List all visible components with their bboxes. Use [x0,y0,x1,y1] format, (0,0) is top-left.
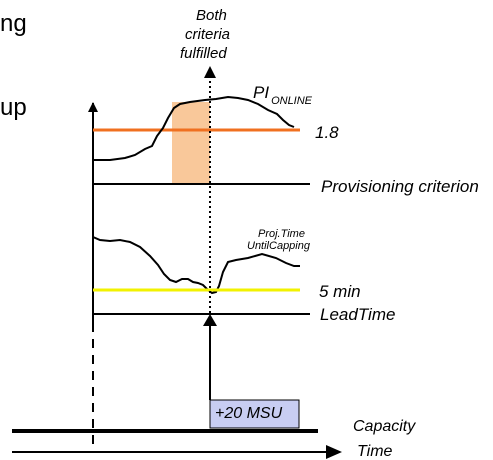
annotation-line-1: Both [196,7,227,24]
capacity-label: Capacity [353,418,416,435]
msu-box [209,399,300,429]
pi-label-main: PI [253,83,270,102]
time-axis-arrowhead [326,445,342,459]
msu-box-label: +20 MSU [215,405,283,422]
pi-threshold-label: 1.8 [315,123,339,142]
left-fragment-ng: ng [0,10,27,37]
proj-time-label-2: UntilCapping [247,240,310,252]
five-min-label: 5 min [319,282,361,301]
left-fragment-up: up [0,94,27,121]
proj-time-curve [92,236,300,295]
time-label: Time [357,443,393,460]
criteria-marker-arrowhead [204,66,216,78]
msu-arrow-head [203,314,217,326]
annotation-line-2: criteria [185,26,231,43]
annotation-line-3: fulfilled [180,45,227,62]
proj-time-label-1: Proj.Time [258,228,305,240]
pi-label: PI ONLINE [253,83,312,107]
lead-time-label: LeadTime [320,305,396,324]
pi-online-curve [93,95,295,161]
pi-label-sub: ONLINE [271,95,313,107]
provisioning-criterion-label: Provisioning criterion [321,177,479,196]
criterion-window-shading [172,102,210,184]
